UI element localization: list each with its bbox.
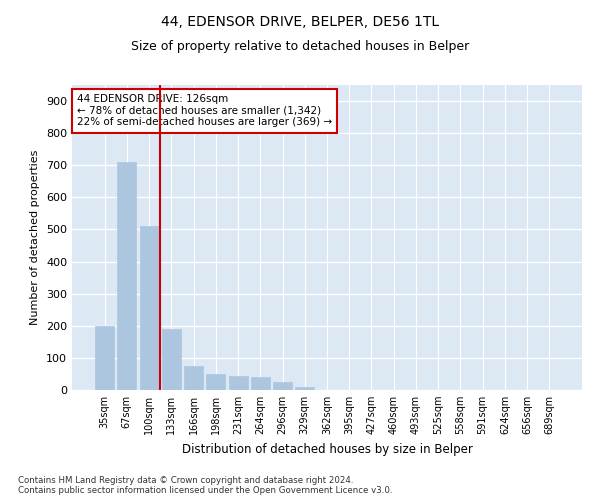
Bar [295, 387, 314, 390]
Text: 44 EDENSOR DRIVE: 126sqm
← 78% of detached houses are smaller (1,342)
22% of sem: 44 EDENSOR DRIVE: 126sqm ← 78% of detach… [77, 94, 332, 128]
X-axis label: Distribution of detached houses by size in Belper: Distribution of detached houses by size … [182, 442, 472, 456]
Bar [206, 374, 225, 390]
Text: 44, EDENSOR DRIVE, BELPER, DE56 1TL: 44, EDENSOR DRIVE, BELPER, DE56 1TL [161, 15, 439, 29]
Bar [184, 366, 203, 390]
Bar [273, 382, 292, 390]
Bar [162, 329, 181, 390]
Bar [118, 162, 136, 390]
Bar [95, 326, 114, 390]
Text: Size of property relative to detached houses in Belper: Size of property relative to detached ho… [131, 40, 469, 53]
Bar [140, 226, 158, 390]
Bar [251, 377, 270, 390]
Y-axis label: Number of detached properties: Number of detached properties [31, 150, 40, 325]
Text: Contains HM Land Registry data © Crown copyright and database right 2024.
Contai: Contains HM Land Registry data © Crown c… [18, 476, 392, 495]
Bar [229, 376, 248, 390]
